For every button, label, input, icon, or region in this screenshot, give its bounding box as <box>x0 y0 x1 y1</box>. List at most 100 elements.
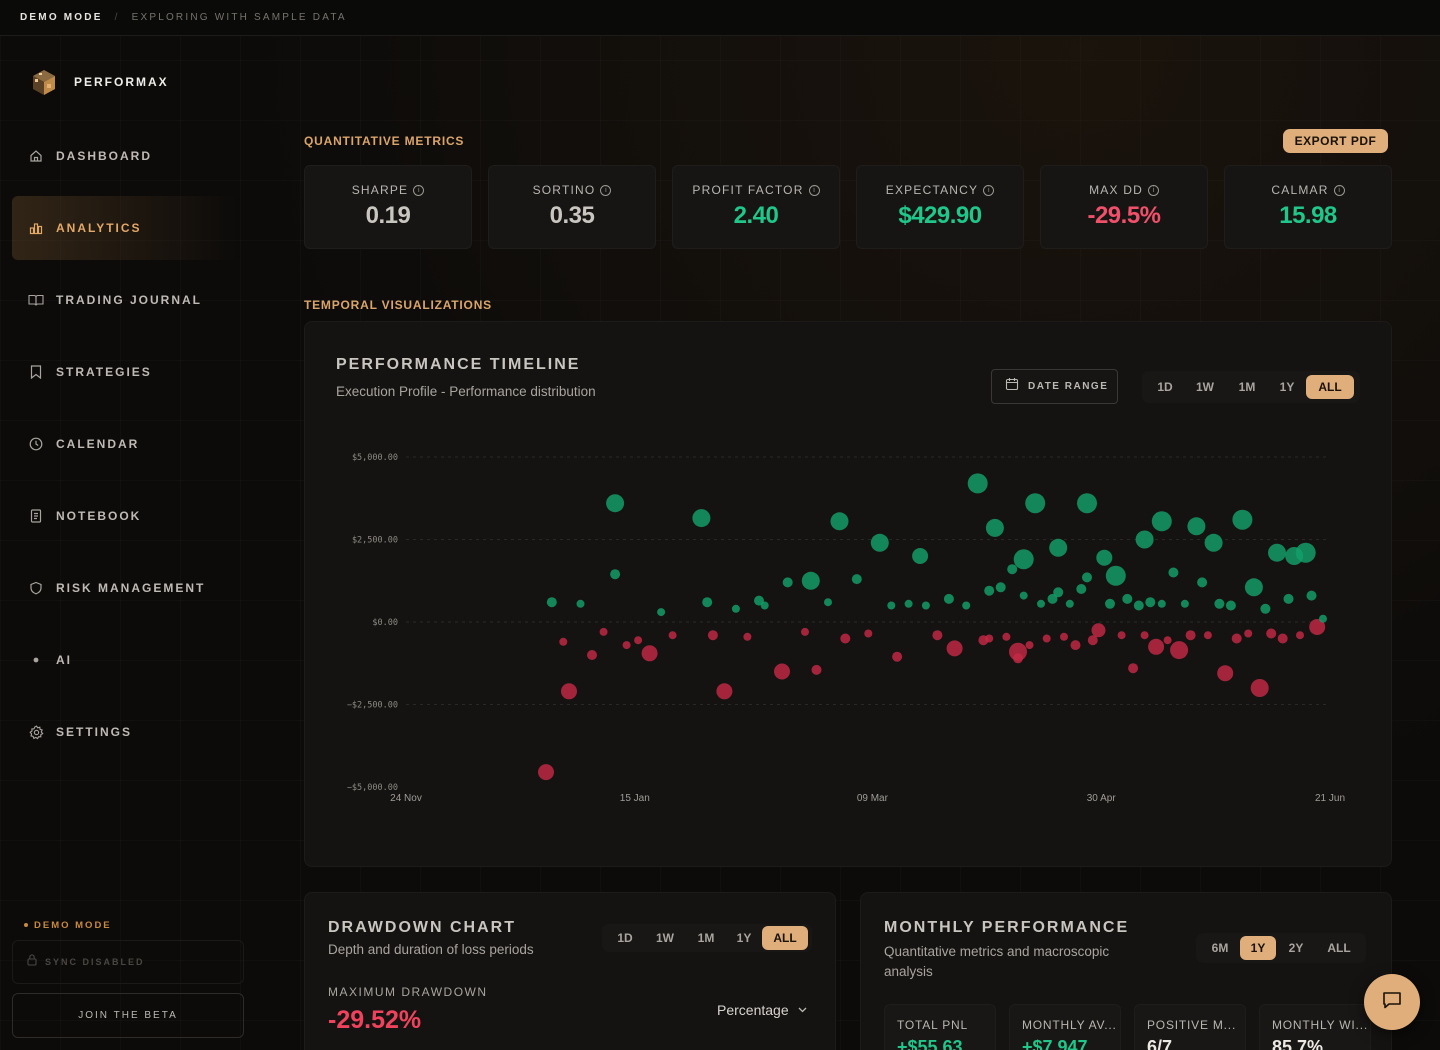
trade-point-win[interactable] <box>824 598 832 607</box>
trade-point-loss[interactable] <box>716 683 733 700</box>
trade-point-loss[interactable] <box>1117 631 1126 640</box>
trade-point-win[interactable] <box>1049 538 1068 557</box>
trade-point-loss[interactable] <box>985 634 994 643</box>
range-1y[interactable]: 1Y <box>1240 936 1276 960</box>
trade-point-win[interactable] <box>1019 591 1028 600</box>
trade-point-win[interactable] <box>692 509 711 528</box>
trade-point-win[interactable] <box>921 601 930 610</box>
trade-point-loss[interactable] <box>811 664 822 675</box>
trade-point-win[interactable] <box>1187 517 1206 536</box>
trade-point-win[interactable] <box>1025 493 1046 514</box>
trade-point-loss[interactable] <box>1087 635 1098 646</box>
trade-point-win[interactable] <box>1077 493 1097 514</box>
trade-point-loss[interactable] <box>668 631 677 640</box>
brand[interactable]: PERFORMAX <box>30 68 169 96</box>
info-icon[interactable]: i <box>1333 184 1345 196</box>
trade-point-win[interactable] <box>1065 599 1074 608</box>
drawdown-unit-select[interactable]: Percentage <box>717 1002 807 1018</box>
trade-point-win[interactable] <box>1244 578 1263 597</box>
trade-point-loss[interactable] <box>1148 638 1165 655</box>
trade-point-loss[interactable] <box>743 632 752 641</box>
trade-point-win[interactable] <box>1013 549 1034 570</box>
trade-point-win[interactable] <box>985 518 1004 537</box>
sidebar-item-analytics[interactable]: ANALYTICS <box>12 196 238 260</box>
range-1y[interactable]: 1Y <box>736 931 752 945</box>
trade-point-loss[interactable] <box>1002 632 1011 641</box>
trade-point-win[interactable] <box>1204 533 1223 552</box>
range-1d[interactable]: 1D <box>617 931 633 945</box>
trade-point-loss[interactable] <box>1231 633 1242 644</box>
trade-point-win[interactable] <box>995 582 1006 593</box>
trade-point-win[interactable] <box>606 494 625 513</box>
trade-point-loss[interactable] <box>1203 631 1212 640</box>
range-2y[interactable]: 2Y <box>1288 941 1304 955</box>
join-beta-button[interactable]: JOIN THE BETA <box>12 993 244 1038</box>
trade-point-win[interactable] <box>610 569 621 580</box>
trade-point-loss[interactable] <box>1309 619 1326 635</box>
trade-point-win[interactable] <box>1225 600 1236 611</box>
trade-point-win[interactable] <box>657 608 666 617</box>
trade-point-win[interactable] <box>782 577 793 588</box>
trade-point-win[interactable] <box>1157 599 1166 608</box>
export-pdf-button[interactable]: EXPORT PDF <box>1283 129 1388 153</box>
trade-point-loss[interactable] <box>774 663 790 680</box>
trade-point-loss[interactable] <box>1140 631 1149 640</box>
trade-point-loss[interactable] <box>707 630 718 641</box>
sidebar-item-notebook[interactable]: NOTEBOOK <box>12 484 238 548</box>
trade-point-win[interactable] <box>702 597 713 608</box>
trade-point-loss[interactable] <box>559 637 568 646</box>
trade-point-loss[interactable] <box>599 627 608 636</box>
trade-point-win[interactable] <box>1135 530 1154 549</box>
trade-point-win[interactable] <box>870 533 889 552</box>
trade-point-win[interactable] <box>1151 511 1172 532</box>
trade-point-win[interactable] <box>830 512 849 531</box>
sidebar-item-risk-management[interactable]: RISK MANAGEMENT <box>12 556 238 620</box>
trade-point-win[interactable] <box>546 597 557 608</box>
trade-point-loss[interactable] <box>538 764 554 781</box>
trade-point-win[interactable] <box>943 593 954 604</box>
trade-point-loss[interactable] <box>1070 640 1081 651</box>
trade-point-win[interactable] <box>851 574 862 585</box>
trade-point-loss[interactable] <box>1013 653 1023 664</box>
trade-point-win[interactable] <box>1047 593 1058 604</box>
trade-point-win[interactable] <box>912 548 929 564</box>
trade-point-loss[interactable] <box>1163 636 1172 645</box>
trade-point-win[interactable] <box>984 585 995 596</box>
sidebar-item-ai[interactable]: AI <box>12 628 238 692</box>
range-1y[interactable]: 1Y <box>1279 380 1295 394</box>
trade-point-loss[interactable] <box>892 651 903 662</box>
trade-point-win[interactable] <box>962 601 971 610</box>
range-6m[interactable]: 6M <box>1211 941 1229 955</box>
trade-point-loss[interactable] <box>864 629 873 638</box>
trade-point-loss[interactable] <box>1250 679 1269 697</box>
trade-point-win[interactable] <box>1096 549 1113 566</box>
trade-point-loss[interactable] <box>840 633 851 644</box>
trade-point-win[interactable] <box>1053 587 1064 598</box>
range-all[interactable]: ALL <box>1306 375 1354 399</box>
trade-point-loss[interactable] <box>1128 663 1139 674</box>
trade-point-win[interactable] <box>1283 593 1294 604</box>
trade-point-loss[interactable] <box>1091 623 1106 638</box>
sidebar-item-settings[interactable]: SETTINGS <box>12 700 238 764</box>
trade-point-loss[interactable] <box>1277 633 1288 644</box>
chat-button[interactable] <box>1364 974 1420 1030</box>
trade-point-win[interactable] <box>1122 593 1133 604</box>
trade-point-loss[interactable] <box>1025 641 1034 650</box>
trade-point-loss[interactable] <box>946 640 963 657</box>
trade-point-loss[interactable] <box>1042 634 1051 643</box>
trade-point-win[interactable] <box>1260 603 1271 614</box>
info-icon[interactable]: i <box>600 184 612 196</box>
trade-point-win[interactable] <box>1232 509 1253 530</box>
info-icon[interactable]: i <box>808 184 820 196</box>
trade-point-win[interactable] <box>1268 543 1286 562</box>
date-range-button[interactable]: DATE RANGE <box>991 369 1118 404</box>
sidebar-item-calendar[interactable]: CALENDAR <box>12 412 238 476</box>
trade-point-win[interactable] <box>1168 567 1179 578</box>
trade-point-win[interactable] <box>1082 572 1092 583</box>
trade-point-win[interactable] <box>1295 542 1316 563</box>
trade-point-loss[interactable] <box>1266 628 1277 639</box>
info-icon[interactable]: i <box>983 184 995 196</box>
trade-point-win[interactable] <box>754 595 764 606</box>
trade-point-win[interactable] <box>1007 564 1018 575</box>
trade-point-loss[interactable] <box>561 683 577 700</box>
